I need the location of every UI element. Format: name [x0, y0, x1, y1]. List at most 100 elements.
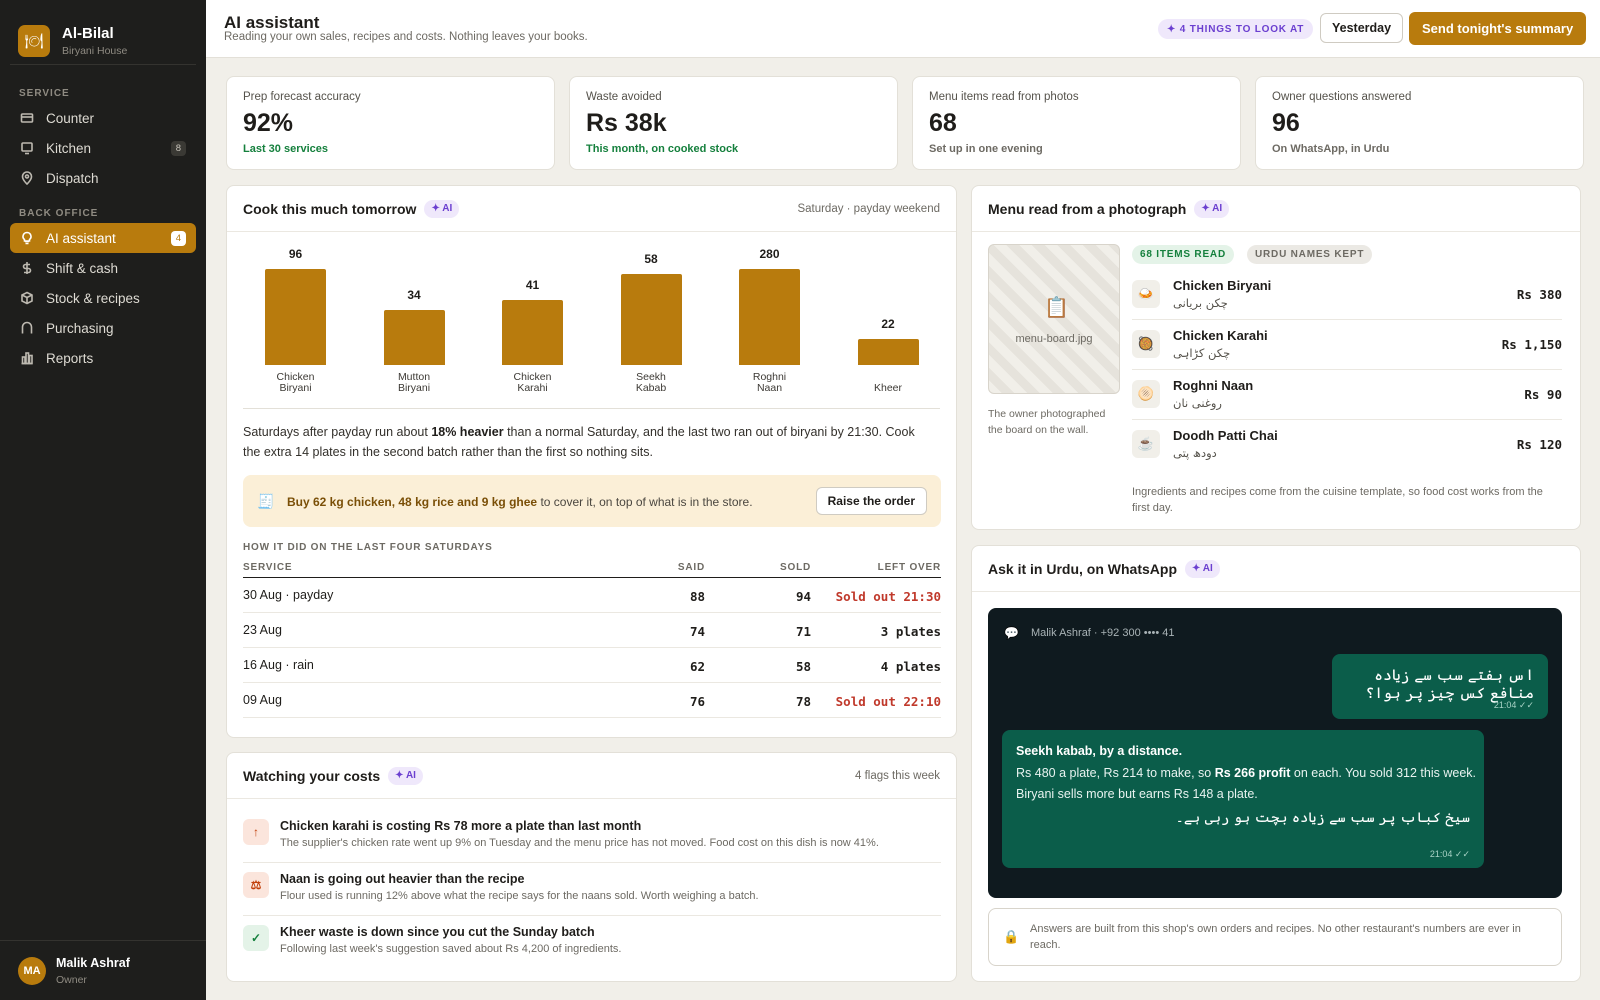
menu-item[interactable]: 🥘 Chicken Karahi چکن کڑاہی Rs 1,150	[1132, 320, 1562, 370]
sidebar-item-purchasing[interactable]: Purchasing	[10, 313, 196, 343]
sidebar-item-kitchen[interactable]: Kitchen 8	[10, 133, 196, 163]
menu-item[interactable]: 🍛 Chicken Biryani چکن بریانی Rs 380	[1132, 270, 1562, 320]
photo-file-name: menu-board.jpg	[1015, 333, 1093, 345]
bar[interactable]	[383, 310, 445, 365]
kpi-label: Waste avoided	[586, 91, 662, 103]
bar-category-label: Kheer	[873, 382, 903, 394]
menu-item-name: Doodh Patti Chai	[1173, 428, 1278, 443]
menu-photo-thumbnail[interactable]: 📋 menu-board.jpg	[988, 244, 1120, 394]
owner-question-bubble: اس ہفتے سب سے زیادہ منافع کس چیز پر ہوا؟…	[1332, 654, 1548, 719]
user-profile[interactable]: MA Malik Ashraf Owner	[0, 940, 206, 1000]
assistant-answer-bubble: Seekh kabab, by a distance. Rs 480 a pla…	[1002, 730, 1484, 868]
sidebar-item-dispatch[interactable]: Dispatch	[10, 163, 196, 193]
answer-urdu: سیخ کباب پر سب سے زیادہ بچت ہو رہی ہے۔	[1175, 810, 1470, 826]
card-meta: 4 flags this week	[854, 769, 940, 782]
bar-value-label: 280	[759, 247, 780, 261]
costs-card: Watching your costs ✦ AI 4 flags this we…	[226, 752, 957, 982]
sidebar-item-shift-cash[interactable]: Shift & cash	[10, 253, 196, 283]
service-cell: 23 Aug	[243, 623, 282, 637]
menu-item-price: Rs 90	[1524, 387, 1562, 402]
things-to-look-badge[interactable]: ✦ 4 THINGS TO LOOK AT	[1158, 19, 1314, 39]
bar-chart-icon	[20, 351, 34, 365]
table-caption: HOW IT DID ON THE LAST FOUR SATURDAYS	[243, 542, 493, 553]
kpi-subtext: This month, on cooked stock	[586, 143, 739, 155]
user-role: Owner	[56, 973, 87, 986]
flag-title: Kheer waste is down since you cut the Su…	[280, 925, 595, 939]
service-cell: 16 Aug · rain	[243, 658, 314, 672]
kpi-subtext: Last 30 services	[243, 143, 329, 155]
sidebar-item-ai-assistant[interactable]: AI assistant 4	[10, 223, 196, 253]
menu-item-urdu-name: چکن کڑاہی	[1173, 346, 1231, 360]
said-cell: 74	[689, 624, 705, 639]
table-row[interactable]: 09 Aug 76 78 Sold out 22:10	[243, 683, 941, 718]
chat-bubble-icon: 💬	[1004, 626, 1019, 640]
divider	[10, 64, 196, 65]
kpi-label: Owner questions answered	[1272, 91, 1412, 103]
sidebar-item-reports[interactable]: Reports	[10, 343, 196, 373]
menu-item[interactable]: 🫓 Roghni Naan روغنی نان Rs 90	[1132, 370, 1562, 420]
bar[interactable]	[739, 269, 800, 365]
card-header: Menu read from a photograph ✦ AI	[972, 186, 1580, 232]
menu-photo-card: Menu read from a photograph ✦ AI 📋 menu-…	[971, 185, 1581, 530]
kpi-value: Rs 38k	[586, 109, 667, 137]
chart-baseline	[243, 408, 940, 409]
flag-title: Chicken karahi is costing Rs 78 more a p…	[280, 819, 642, 833]
ai-badge: ✦ AI	[1185, 559, 1220, 578]
nav-section-label: BACK OFFICE	[19, 208, 99, 219]
nav-section-label: SERVICE	[19, 88, 70, 99]
ai-badge: ✦ AI	[388, 766, 423, 785]
card-header: Cook this much tomorrow ✦ AI Saturday · …	[227, 186, 956, 232]
brand-name: Al-Bilal	[62, 25, 114, 42]
table-row[interactable]: 23 Aug 74 71 3 plates	[243, 613, 941, 648]
table-header-row: SERVICE SAID SOLD LEFT OVER	[243, 558, 941, 578]
sidebar-item-label: Reports	[46, 350, 94, 366]
message-time: 21:04 ✓✓	[1429, 849, 1470, 859]
chat-header: 💬 Malik Ashraf · +92 300 •••• 41	[1004, 626, 1174, 640]
bar-category-label: Roghni Naan	[752, 371, 787, 394]
brand[interactable]: 🍽 Al-Bilal Biryani House	[0, 0, 206, 64]
menu-item-name: Chicken Biryani	[1173, 278, 1272, 293]
bar-value-label: 41	[525, 278, 540, 292]
kpi-subtext: Set up in one evening	[929, 143, 1043, 155]
sidebar-item-stock-recipes[interactable]: Stock & recipes	[10, 283, 196, 313]
ai-badge: ✦ AI	[424, 199, 460, 218]
send-summary-button[interactable]: Send tonight's summary	[1409, 12, 1587, 45]
kpi-subtext: On WhatsApp, in Urdu	[1272, 143, 1390, 155]
ai-badge: ✦ AI	[1194, 199, 1230, 218]
menu-item-urdu-name: چکن بریانی	[1173, 296, 1228, 310]
page-title: AI assistant	[224, 13, 320, 32]
count-badge: 4	[170, 230, 186, 246]
sidebar-item-counter[interactable]: Counter	[10, 103, 196, 133]
bar[interactable]	[857, 339, 919, 365]
sidebar-item-label: AI assistant	[46, 230, 116, 246]
cost-flag[interactable]: ✓ Kheer waste is down since you cut the S…	[243, 917, 941, 969]
page-header: AI assistant Reading your own sales, rec…	[206, 0, 1600, 58]
left-over-cell: Sold out 21:30	[835, 589, 941, 604]
column-header: SAID	[677, 562, 705, 573]
user-name: Malik Ashraf	[56, 955, 130, 970]
chat-contact: Malik Ashraf · +92 300 •••• 41	[1030, 627, 1175, 639]
bar[interactable]	[502, 300, 563, 365]
left-over-cell: Sold out 22:10	[835, 694, 941, 709]
table-row[interactable]: 16 Aug · rain 62 58 4 plates	[243, 648, 941, 683]
raise-order-button[interactable]: Raise the order	[815, 487, 927, 515]
cost-flag[interactable]: ↑ Chicken karahi is costing Rs 78 more a …	[243, 811, 941, 863]
cost-flag[interactable]: ⚖ Naan is going out heavier than the reci…	[243, 864, 941, 916]
said-cell: 76	[689, 694, 705, 709]
bag-icon	[20, 321, 34, 335]
menu-item[interactable]: ☕ Doodh Patti Chai دودھ پتی Rs 120	[1132, 420, 1562, 470]
box-icon	[20, 291, 34, 305]
table-row[interactable]: 30 Aug · payday 88 94 Sold out 21:30	[243, 578, 941, 613]
saturday-history-table: SERVICE SAID SOLD LEFT OVER 30 Aug · pay…	[243, 558, 941, 718]
menu-item-price: Rs 120	[1516, 437, 1562, 452]
bar[interactable]	[620, 274, 682, 365]
flag-title: Naan is going out heavier than the recip…	[280, 872, 525, 886]
yesterday-button[interactable]: Yesterday	[1320, 13, 1404, 43]
lightbulb-icon	[20, 231, 34, 245]
answer-heading: Seekh kabab, by a distance.	[1016, 744, 1183, 758]
bar-value-label: 58	[644, 252, 658, 266]
kpi-value: 96	[1272, 109, 1300, 137]
bar[interactable]	[265, 269, 326, 365]
sold-cell: 94	[795, 589, 811, 604]
photo-caption: The owner photographed the board on the …	[988, 408, 1106, 436]
